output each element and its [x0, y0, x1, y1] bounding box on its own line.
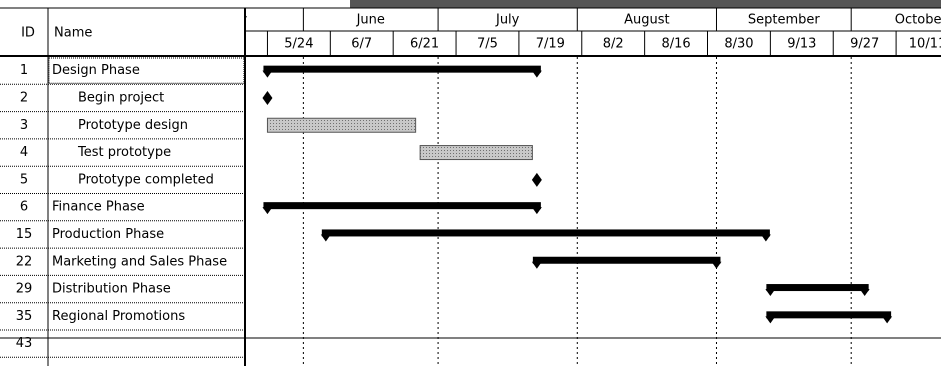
week-label: 7/19	[536, 37, 565, 52]
week-label: 10/11	[909, 37, 941, 52]
summary-cap	[262, 71, 272, 78]
gantt-window: ID Name MayJuneJulyAugustSeptemberOctobe…	[0, 0, 941, 366]
summary-cap	[882, 316, 892, 323]
summary-body	[263, 66, 540, 73]
month-label: June	[356, 13, 385, 28]
summary-cap	[860, 289, 870, 296]
task-name: Distribution Phase	[52, 282, 171, 297]
month-label: October	[895, 13, 941, 28]
milestone	[262, 91, 272, 105]
timeline: MayJuneJulyAugustSeptemberOctober105/246…	[164, 8, 941, 366]
task-id: 3	[20, 118, 28, 133]
summary-body	[263, 202, 540, 209]
summary-cap	[262, 207, 272, 214]
summary-bar	[262, 202, 541, 214]
week-label: 9/27	[850, 37, 879, 52]
task-id: 22	[16, 254, 33, 269]
task-name: Prototype completed	[78, 172, 214, 187]
summary-cap	[532, 71, 542, 78]
task-id: 4	[20, 145, 28, 160]
id-header: ID	[21, 26, 35, 41]
summary-bar	[262, 66, 541, 78]
week-label: 7/5	[477, 37, 498, 52]
summary-bar	[765, 311, 892, 323]
week-label: 9/13	[787, 37, 816, 52]
summary-cap	[532, 262, 542, 269]
week-label: 8/30	[724, 37, 753, 52]
summary-cap	[711, 262, 721, 269]
summary-body	[766, 284, 868, 291]
task-id: 2	[20, 90, 28, 105]
month-label: September	[748, 13, 821, 28]
summary-bar	[765, 284, 869, 296]
month-label: July	[495, 13, 520, 28]
summary-cap	[761, 234, 771, 241]
task-table: 1 Design Phase 2 Begin project 3 Prototype de…	[0, 58, 245, 357]
summary-bar	[532, 257, 722, 269]
week-label: 5/24	[284, 37, 313, 52]
task-id: 1	[20, 63, 28, 78]
task-id: 6	[20, 200, 28, 215]
task-name: Design Phase	[52, 63, 140, 78]
task-name: Prototype design	[78, 118, 188, 133]
summary-cap	[321, 234, 331, 241]
task-name: Production Phase	[52, 227, 164, 242]
week-label: 8/2	[603, 37, 624, 52]
month-label: August	[624, 13, 670, 28]
task-name: Test prototype	[77, 145, 171, 160]
milestone	[532, 173, 542, 187]
summary-cap	[765, 316, 775, 323]
summary-body	[766, 311, 891, 318]
task-name: Marketing and Sales Phase	[52, 254, 227, 269]
task-id: 35	[16, 309, 33, 324]
task-id: 29	[16, 282, 33, 297]
summary-body	[322, 229, 770, 236]
task-id: 5	[20, 172, 28, 187]
task-bar	[267, 118, 415, 132]
summary-bar	[321, 229, 771, 241]
summary-cap	[532, 207, 542, 214]
task-name: Begin project	[78, 90, 164, 105]
week-label: 8/16	[661, 37, 690, 52]
summary-cap	[765, 289, 775, 296]
task-name: Finance Phase	[52, 200, 145, 215]
name-header: Name	[54, 26, 92, 41]
task-bar	[420, 146, 532, 160]
task-name: Regional Promotions	[52, 309, 185, 324]
week-label: 6/21	[410, 37, 439, 52]
task-id: 43	[16, 336, 33, 351]
task-id: 15	[16, 227, 33, 242]
summary-body	[533, 257, 721, 264]
week-label: 6/7	[351, 37, 372, 52]
